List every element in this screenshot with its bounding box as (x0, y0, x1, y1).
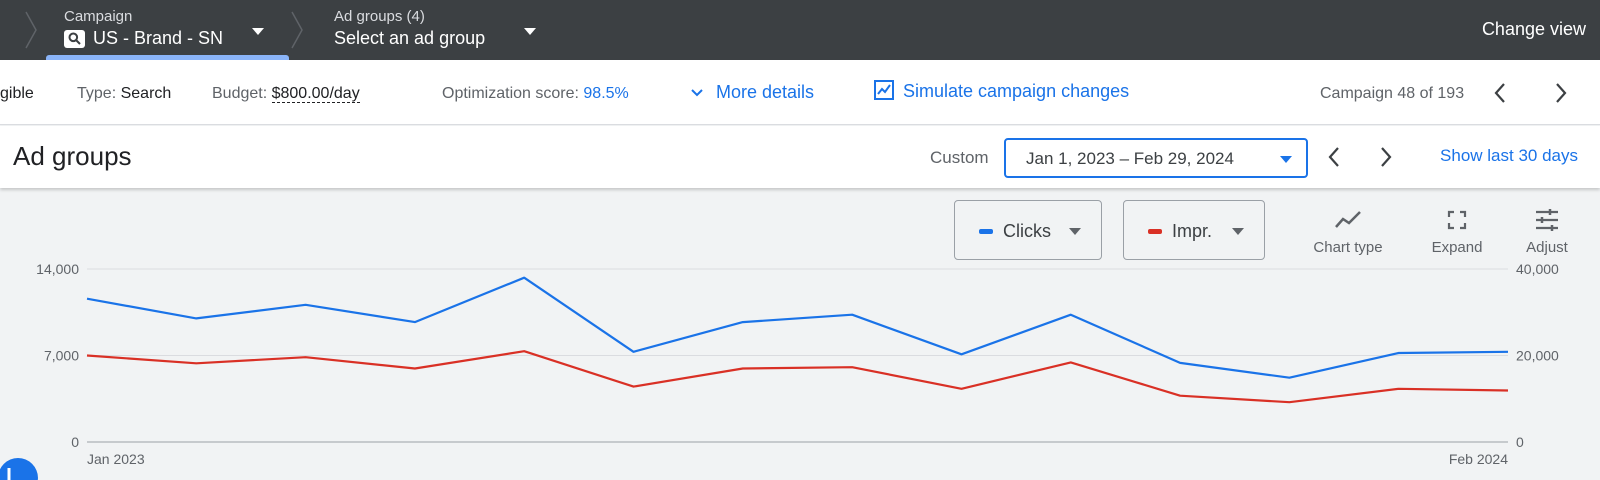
campaign-label: Campaign (64, 8, 133, 25)
chevron-down-icon (252, 28, 264, 35)
ad-group-selector[interactable]: Ad groups (4) Select an ad group (334, 8, 544, 49)
chevron-down-icon (1069, 228, 1081, 235)
simulate-campaign-button[interactable]: Simulate campaign changes (873, 79, 1129, 102)
show-last-30-days-link[interactable]: Show last 30 days (1440, 146, 1578, 165)
y-left-tick-label: 14,000 (36, 261, 79, 277)
adjust-label: Adjust (1526, 239, 1568, 256)
y-left-tick-label: 0 (71, 434, 79, 450)
metric-clicks-label: Clicks (1003, 221, 1051, 241)
impressions-color-swatch (1148, 229, 1162, 234)
y-right-tick-label: 20,000 (1516, 348, 1559, 364)
date-range-picker[interactable]: Jan 1, 2023 – Feb 29, 2024 (1004, 138, 1308, 178)
more-details-label: More details (716, 82, 815, 102)
trending-chart-icon (874, 80, 894, 100)
optimization-score-label: Optimization score: (442, 85, 579, 102)
series-line-impressions (86, 350, 1509, 404)
performance-line-chart: 0 7,000 14,000 0 20,000 40,000 Jan 2023 Feb 202… (36, 261, 1559, 467)
optimization-score-value[interactable]: 98.5% (583, 85, 629, 102)
y-right-tick-label: 0 (1516, 434, 1524, 450)
metric-selector-clicks[interactable]: Clicks (954, 200, 1102, 260)
clicks-color-swatch (979, 229, 993, 234)
plus-icon (7, 468, 11, 480)
metric-selector-impressions[interactable]: Impr. (1123, 200, 1265, 260)
change-view-button[interactable]: Change view (1481, 19, 1586, 39)
chevron-down-icon (524, 28, 536, 35)
ad-group-select-text: Select an ad group (334, 28, 486, 48)
campaign-selector[interactable]: Campaign US - Brand - SN (64, 8, 274, 49)
metric-impressions-label: Impr. (1172, 221, 1213, 241)
status-text: gible (0, 85, 34, 102)
search-campaign-icon (64, 29, 85, 48)
campaign-counter: Campaign 48 of 193 (1320, 85, 1465, 102)
add-button[interactable] (0, 458, 38, 480)
breadcrumb-separator-icon (25, 11, 37, 49)
simulate-label: Simulate campaign changes (903, 81, 1130, 101)
expand-label: Expand (1431, 239, 1483, 256)
date-range-type-label: Custom (930, 148, 989, 167)
y-right-tick-label: 40,000 (1516, 261, 1559, 277)
chart-type-button[interactable]: Chart type (1303, 205, 1393, 256)
previous-campaign-icon[interactable] (1492, 82, 1508, 104)
breadcrumb-separator-icon (291, 11, 303, 49)
budget-label: Budget: (212, 85, 268, 102)
top-bar: Campaign US - Brand - SN Ad groups (4) S… (0, 0, 1600, 60)
more-details-button[interactable]: More details (690, 82, 814, 103)
date-range-value: Jan 1, 2023 – Feb 29, 2024 (1026, 149, 1234, 168)
next-campaign-icon[interactable] (1553, 82, 1569, 104)
type-value: Search (120, 85, 172, 102)
campaign-info-row: gible Type: Search Budget: $800.00/day O… (0, 60, 1600, 125)
tune-icon (1536, 209, 1558, 231)
budget-value[interactable]: $800.00/day (271, 85, 360, 103)
page-header: Ad groups Custom Jan 1, 2023 – Feb 29, 2… (0, 126, 1600, 188)
chart-type-label: Chart type (1313, 239, 1383, 256)
campaign-name: US - Brand - SN (93, 28, 224, 48)
line-chart-icon (1335, 211, 1361, 228)
type-label: Type: (77, 85, 117, 102)
chevron-down-icon (691, 89, 703, 97)
fullscreen-icon (1447, 210, 1467, 230)
active-crumb-indicator (46, 55, 289, 60)
chevron-down-icon (1280, 156, 1292, 163)
adjust-button[interactable]: Adjust (1502, 205, 1592, 256)
series-line-clicks (86, 276, 1509, 379)
page-title: Ad groups (13, 141, 132, 171)
y-left-tick-label: 7,000 (44, 348, 79, 364)
expand-button[interactable]: Expand (1412, 205, 1502, 256)
chevron-down-icon (1232, 228, 1244, 235)
x-tick-label: Feb 2024 (1449, 451, 1508, 467)
ad-groups-count-label: Ad groups (4) (334, 8, 425, 25)
x-tick-label: Jan 2023 (87, 451, 145, 467)
next-period-icon[interactable] (1378, 146, 1394, 168)
previous-period-icon[interactable] (1326, 146, 1342, 168)
